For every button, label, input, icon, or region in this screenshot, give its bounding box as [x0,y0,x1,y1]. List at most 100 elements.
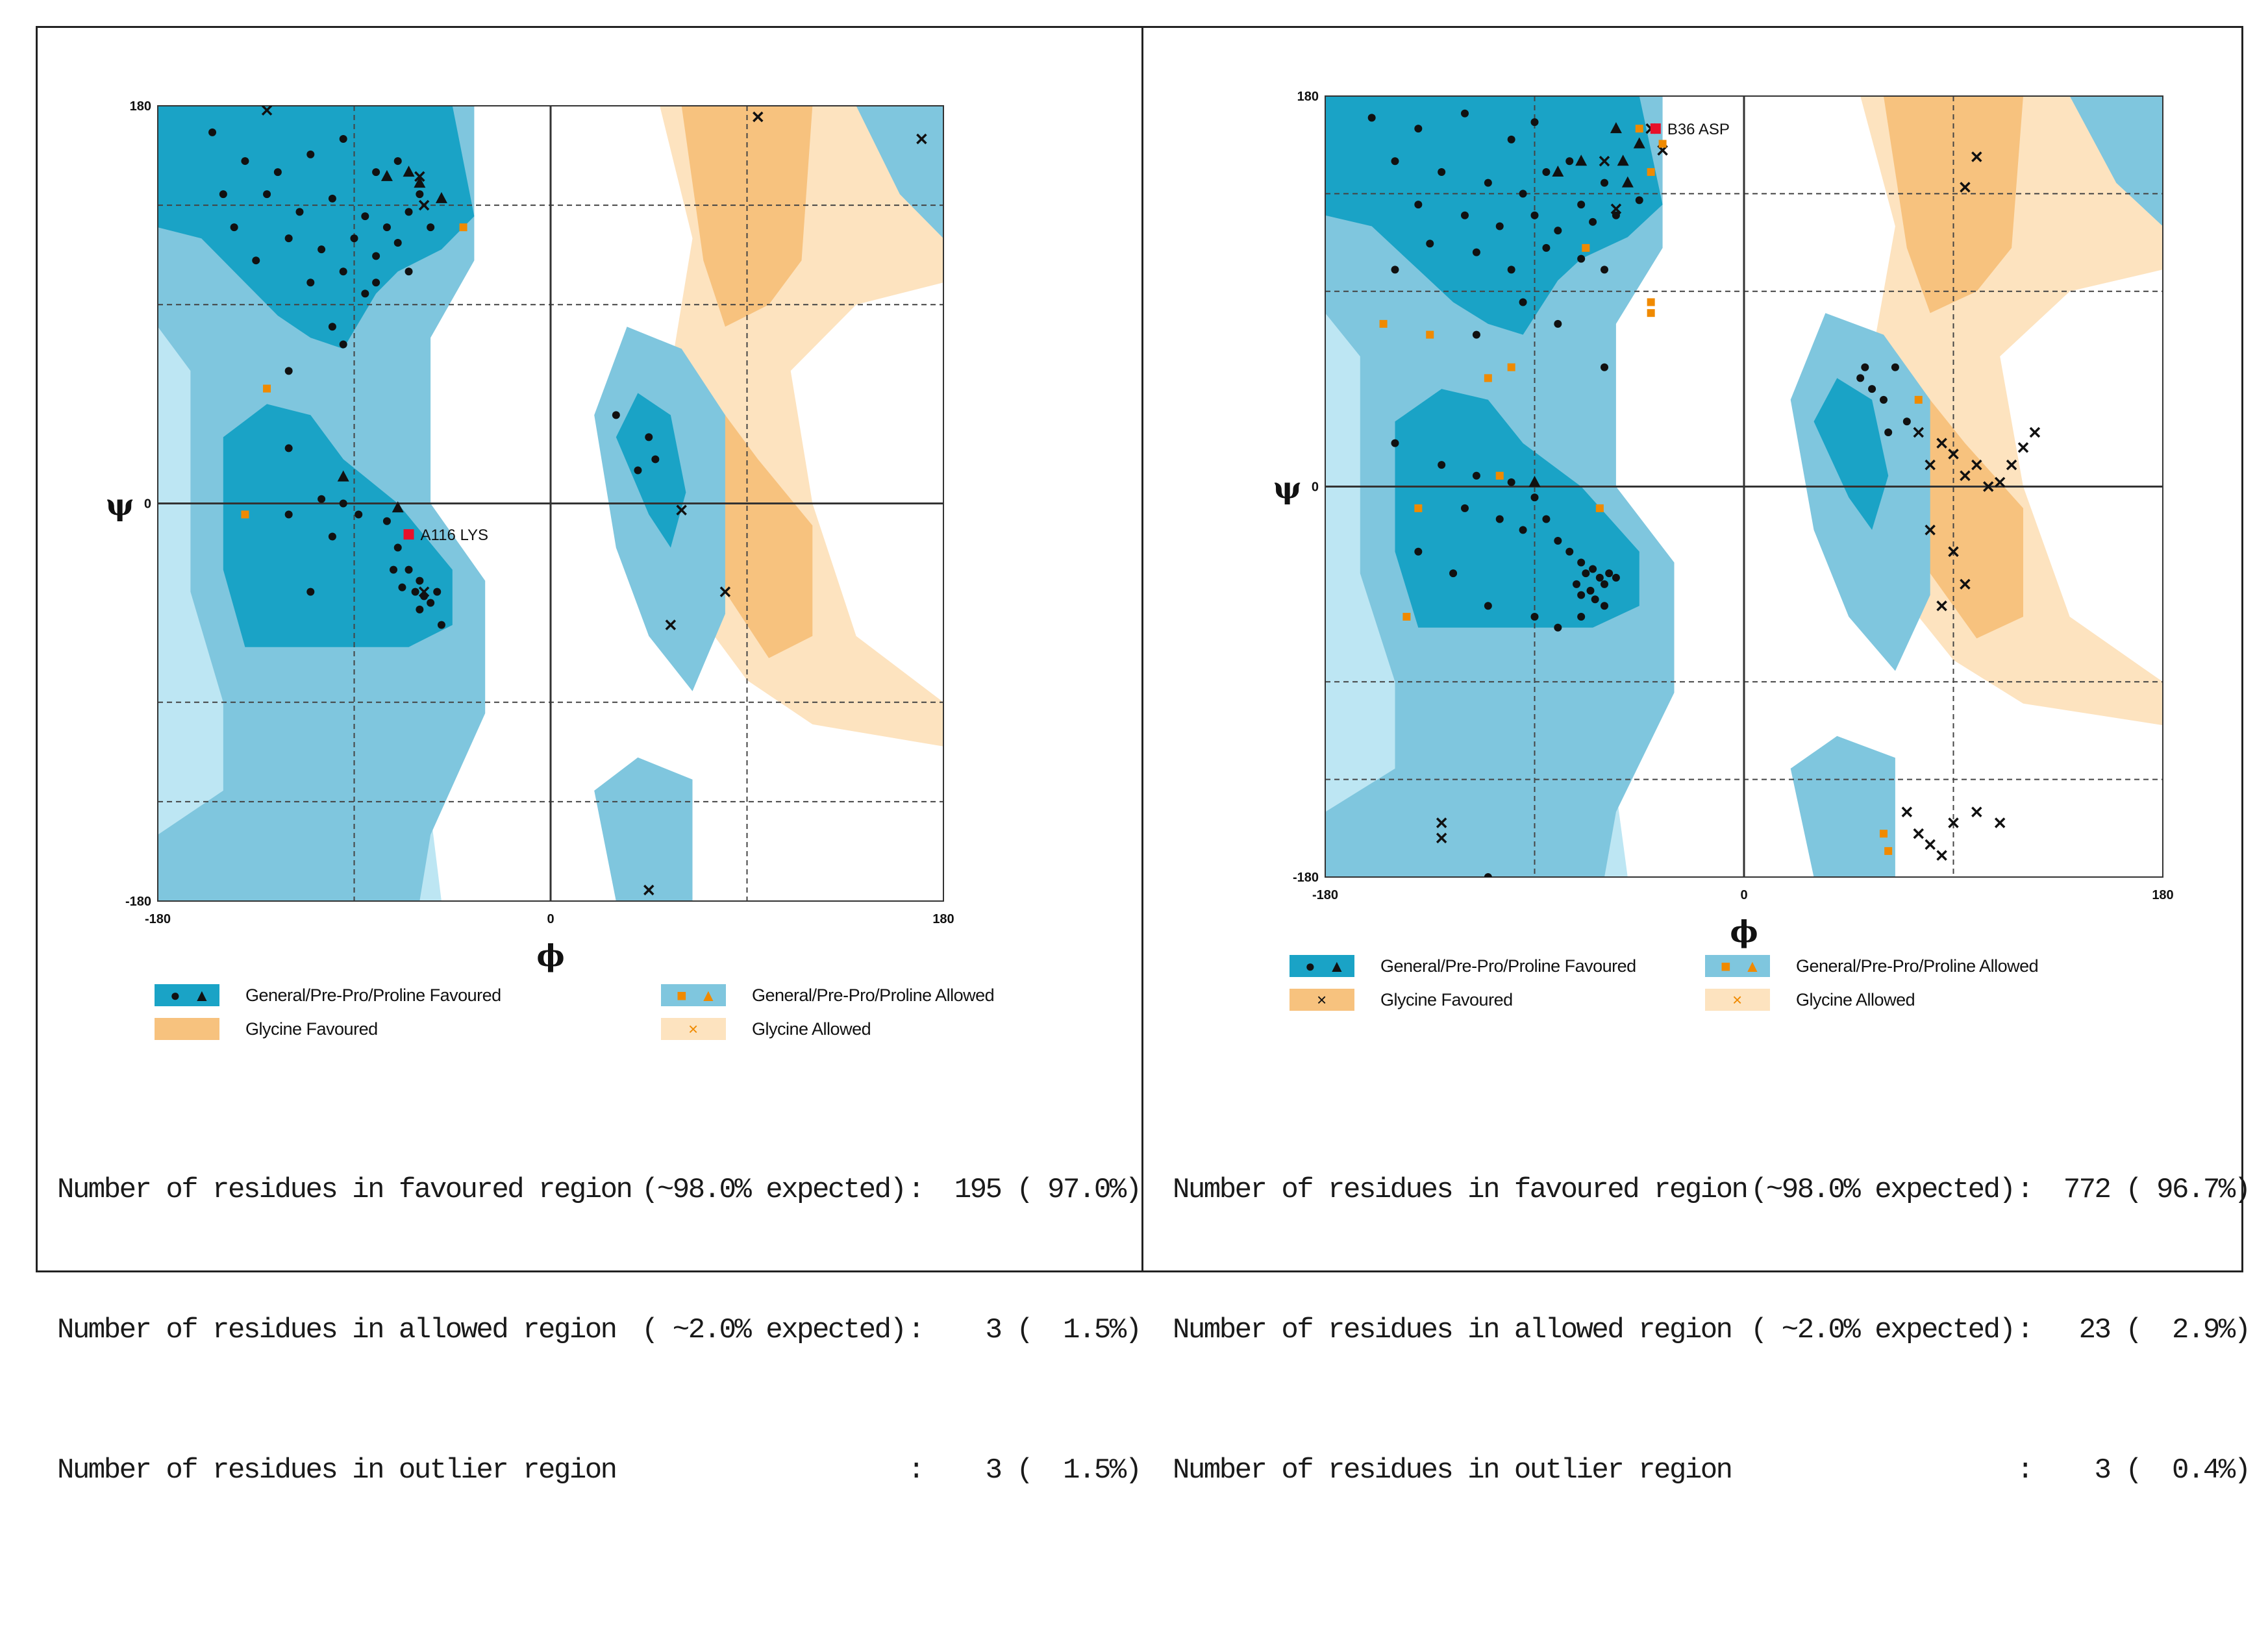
point-glycine [1936,438,1947,449]
point-general [1519,526,1527,534]
point-general [318,495,326,503]
point-general [398,583,406,591]
ramachandran-plot-right: B36 ASP 180 0 -180 -180 0 180 ψ ϕ [1273,90,2174,949]
point-general [1591,595,1599,604]
point-allowed [1379,319,1388,328]
legend-item-general-favoured: ● ▲ General/Pre-Pro/Proline Favoured [155,982,501,1008]
point-general [372,252,380,260]
plot-border [1325,95,2163,878]
outlier-label: B36 ASP [1667,121,1730,138]
point-general [645,433,653,441]
point-general [1519,190,1527,198]
stat-favoured-expected: (~98.0% expected) [1751,1174,2016,1206]
tick-label-y-bottom: -180 [1293,871,1319,885]
point-general [328,532,336,541]
point-glycine [1948,449,1959,460]
point-general [1577,201,1586,209]
point-general [393,238,402,247]
legend-swatch-general-favoured: ● ▲ [155,984,219,1006]
stat-outlier-label: Number of residues in outlier region [1173,1454,1733,1487]
point-allowed [1507,363,1515,371]
point-glycine [1994,817,2006,828]
legend-item-general-favoured: ● ▲ General/Pre-Pro/Proline Favoured [1290,953,1636,979]
stat-favoured-expected: (~98.0% expected) [642,1174,907,1206]
point-general [1601,179,1608,187]
point-glycine [1925,839,1936,850]
point-general [405,267,413,276]
point-glycine [1948,817,1959,828]
point-general [355,510,363,519]
region-general-allowed [1790,736,1895,877]
legend-swatch-glycine-allowed: × [661,1018,726,1040]
point-general [1391,157,1399,166]
point-general [328,323,336,331]
point-glycine [1913,427,1924,438]
point-general [1577,613,1586,621]
point-general [1495,222,1504,230]
point-general [1472,248,1480,256]
point-proline [1617,155,1629,166]
point-general [273,168,282,177]
point-general [1554,623,1562,632]
point-general [1612,573,1620,582]
point-general [284,510,293,519]
point-glycine [418,586,430,597]
point-allowed [1658,140,1667,148]
point-general [295,208,304,216]
point-general [651,455,660,464]
point-general [339,340,347,349]
tick-label-x-right: 180 [2152,888,2173,902]
point-general [208,128,217,136]
stat-row-outlier: Number of residues in outlier region : 3… [1173,1447,2251,1494]
legend-label-general-favoured: General/Pre-Pro/Proline Favoured [245,985,501,1005]
legend-item-general-allowed: ■ ▲ General/Pre-Pro/Proline Allowed [661,982,995,1008]
point-allowed [1647,298,1655,306]
point-general [1868,385,1876,393]
point-general [1484,602,1492,610]
point-general [405,208,413,216]
point-general [1595,573,1604,582]
ramachandran-panel-left: A116 LYS 180 0 -180 -180 0 180 ψ ϕ ● ▲ General/Pr… [38,28,1142,1487]
point-glycine [1983,481,1994,492]
point-proline [380,169,393,181]
point-general [1472,471,1480,480]
point-allowed [1635,125,1643,133]
point-glycine [1960,578,1971,590]
point-proline [1621,176,1634,188]
point-glycine [1925,459,1936,471]
point-glycine [916,133,927,145]
point-general [382,517,391,525]
legend-right: ● ▲ General/Pre-Pro/Proline Favoured ■ ▲ G… [1290,953,2231,1024]
stat-row-allowed: Number of residues in allowed region ( ~… [1173,1307,2251,1354]
point-general [1577,591,1586,599]
point-glycine [418,199,430,211]
tick-label-x-left: -180 [1312,888,1338,902]
point-general [318,245,326,254]
axis-label-psi: ψ [106,488,134,523]
point-proline [337,470,349,482]
stat-allowed-expected: ( ~2.0% expected) [1751,1314,2016,1346]
point-allowed [1595,504,1604,512]
point-glycine [1971,151,1982,162]
point-outlier [403,529,414,540]
point-glycine [2017,442,2029,453]
point-general [1530,613,1539,621]
point-general [411,588,419,596]
point-glycine [1960,182,1971,193]
point-general [1554,537,1562,545]
region-general-favoured [1813,378,1889,530]
stat-favoured-label: Number of residues in favoured region [57,1174,633,1206]
point-general [1589,217,1597,226]
point-proline [1552,165,1564,177]
point-general [1507,135,1515,143]
point-glycine [1901,806,1913,817]
point-general [1601,580,1608,588]
point-allowed [1426,330,1434,339]
stat-outlier-value: : 3 ( 1.5%) [908,1454,1142,1487]
legend-swatch-glycine-favoured [155,1018,219,1040]
point-glycine [1994,477,2006,488]
point-general [393,543,402,552]
point-general [612,411,620,419]
point-general [1484,873,1492,877]
point-allowed [1582,243,1590,252]
